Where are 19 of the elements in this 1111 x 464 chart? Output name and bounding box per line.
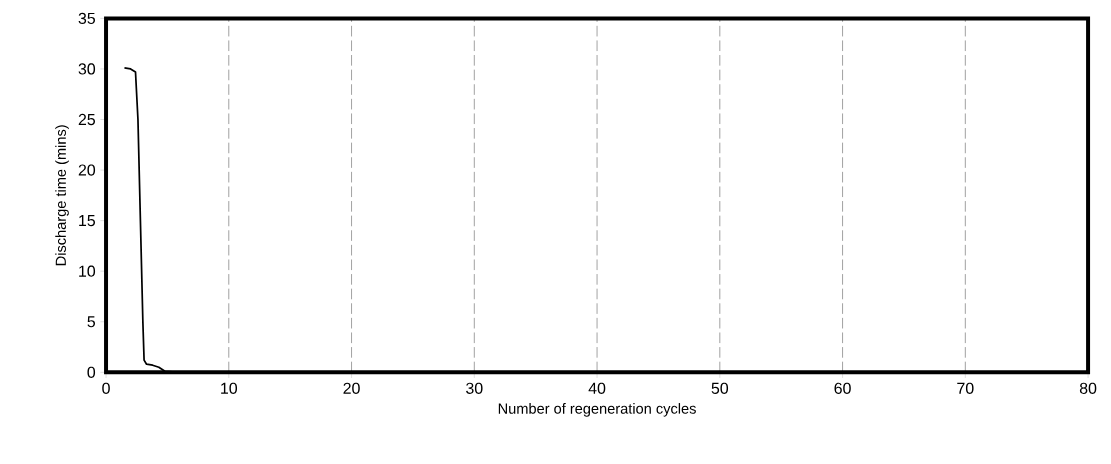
y-tick-label: 15 — [79, 214, 95, 226]
x-tick-label: 20 — [343, 382, 360, 394]
y-tick-label: 0 — [87, 366, 96, 378]
x-tick-label: 40 — [588, 382, 606, 394]
y-axis-title: Discharge time (mins) — [55, 125, 69, 265]
x-tick-label: 10 — [221, 382, 238, 394]
y-tick-label: 10 — [79, 265, 96, 277]
y-tick-label: 5 — [87, 316, 96, 328]
x-tick-label: 50 — [711, 382, 729, 394]
y-tick-label: 30 — [78, 63, 96, 75]
x-tick-label: 80 — [1079, 382, 1097, 394]
y-tick-label: 25 — [78, 113, 95, 125]
x-tick-label: 70 — [957, 382, 974, 394]
x-tick-label: 60 — [834, 382, 851, 394]
x-tick-label: 0 — [102, 382, 110, 394]
y-tick-label: 20 — [78, 164, 96, 176]
x-tick-label: 30 — [466, 382, 483, 394]
x-axis-title: Number of regeneration cycles — [498, 402, 696, 417]
y-tick-label: 35 — [78, 12, 95, 24]
